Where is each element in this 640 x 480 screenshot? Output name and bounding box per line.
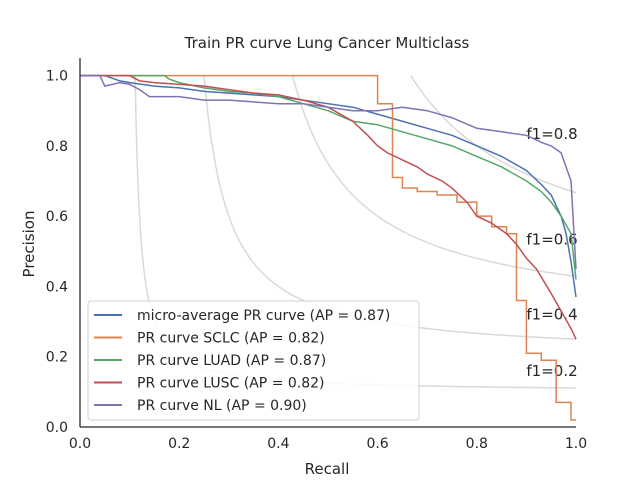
iso-f1-curve-1 [203, 75, 576, 340]
iso-f1-curve-2 [291, 75, 576, 278]
iso-f1-label-3: f1=0.8 [526, 125, 577, 143]
iso-f1-label-1: f1=0.4 [526, 306, 577, 324]
x-tick-label: 0.8 [466, 436, 488, 452]
legend-label-3: PR curve LUSC (AP = 0.82) [137, 376, 325, 392]
series-line-4 [80, 74, 577, 269]
legend-label-4: PR curve NL (AP = 0.90) [137, 398, 307, 414]
iso-f1-label-0: f1=0.2 [526, 362, 577, 380]
series-line-3 [80, 74, 577, 340]
y-tick-label: 0.8 [46, 139, 68, 155]
legend-box [87, 300, 420, 421]
series-line-1 [80, 74, 576, 421]
y-tick-label: 0.2 [46, 350, 68, 366]
series-line-2 [80, 74, 577, 280]
x-tick-label: 1.0 [565, 436, 587, 452]
x-axis-label: Recall [305, 460, 350, 478]
y-tick-label: 0.6 [46, 209, 68, 225]
iso-f1-label-2: f1=0.6 [526, 230, 577, 248]
legend-label-1: PR curve SCLC (AP = 0.82) [137, 331, 325, 347]
axes: 0.0 0.2 0.4 0.6 0.8 1.0 0.0 0.2 0.4 0.6 0.8 1.0 [46, 58, 587, 452]
y-tick-label: 1.0 [46, 69, 68, 85]
y-tick-label: 0.4 [46, 279, 68, 295]
y-axis-label: Precision [20, 211, 38, 278]
legend-label-2: PR curve LUAD (AP = 0.87) [137, 353, 326, 369]
y-tick-label: 0.0 [46, 420, 68, 436]
legend: micro-average PR curve (AP = 0.87) PR cur… [87, 300, 420, 421]
x-tick-label: 0.2 [168, 436, 190, 452]
x-tick-label: 0.4 [267, 436, 289, 452]
series-lines [80, 74, 577, 421]
x-tick-label: 0.0 [69, 436, 91, 452]
legend-label-0: micro-average PR curve (AP = 0.87) [137, 308, 390, 324]
x-tick-label: 0.6 [366, 436, 388, 452]
chart-title: Train PR curve Lung Cancer Multiclass [184, 34, 470, 52]
